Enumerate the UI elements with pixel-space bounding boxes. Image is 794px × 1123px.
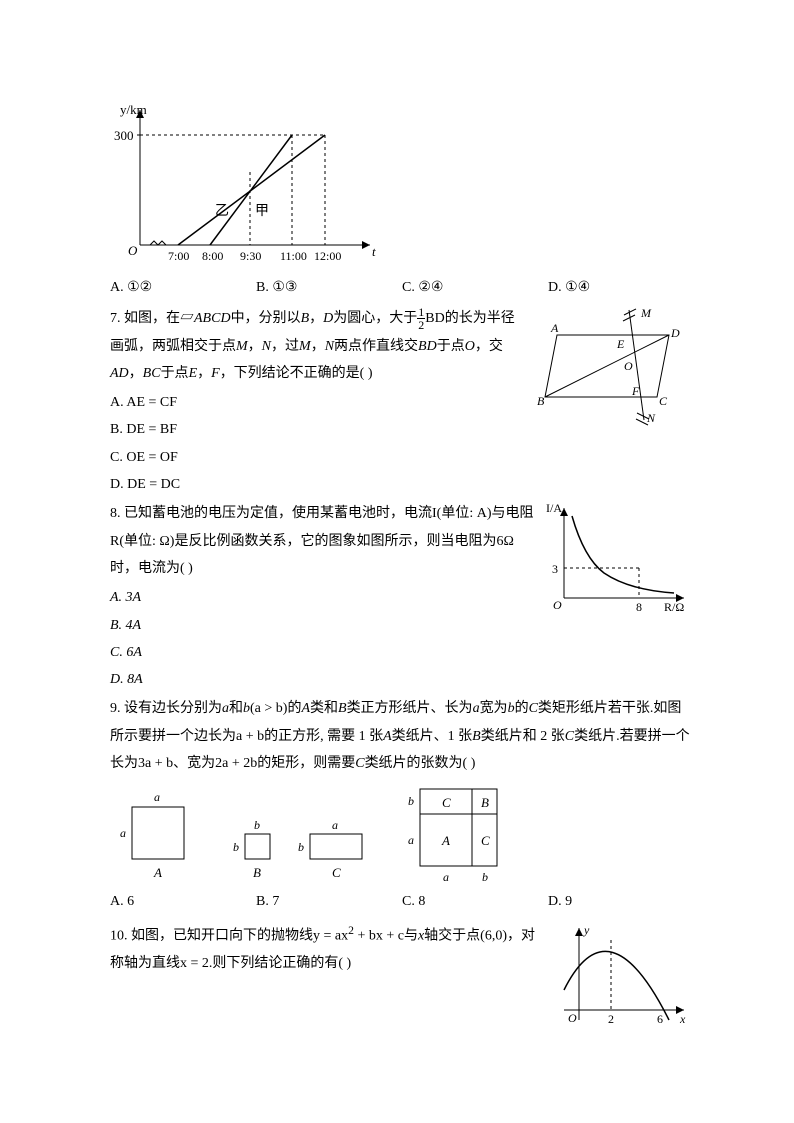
svg-text:b: b bbox=[233, 840, 239, 854]
q9-opt-c: C. 8 bbox=[402, 888, 548, 915]
q9-options: A. 6 B. 7 C. 8 D. 9 bbox=[110, 888, 694, 915]
svg-text:9:30: 9:30 bbox=[240, 249, 261, 263]
svg-text:C: C bbox=[332, 865, 341, 880]
q6-chart: 300 7:00 8:00 9:30 11:00 12:00 乙 甲 O y/k… bbox=[110, 100, 410, 270]
svg-text:D: D bbox=[670, 326, 680, 340]
q6-opt-b: B. ①③ bbox=[256, 274, 402, 301]
svg-text:C: C bbox=[481, 833, 490, 848]
q9-opt-b: B. 7 bbox=[256, 888, 402, 915]
svg-text:C: C bbox=[442, 795, 451, 810]
q8-opt-d: D. 8A bbox=[110, 666, 694, 693]
svg-text:B: B bbox=[481, 795, 489, 810]
svg-text:B: B bbox=[537, 394, 545, 408]
svg-text:3: 3 bbox=[552, 562, 558, 576]
q7-opt-d: D. DE = DC bbox=[110, 471, 694, 498]
svg-text:a: a bbox=[154, 790, 160, 804]
svg-text:b: b bbox=[254, 818, 260, 832]
svg-text:O: O bbox=[624, 359, 633, 373]
svg-text:I/A: I/A bbox=[546, 501, 562, 515]
svg-text:8: 8 bbox=[636, 600, 642, 614]
svg-text:300: 300 bbox=[114, 128, 134, 143]
svg-text:b: b bbox=[408, 794, 414, 808]
q6-opt-a: A. ①② bbox=[110, 274, 256, 301]
svg-text:2: 2 bbox=[608, 1012, 614, 1026]
svg-text:A: A bbox=[153, 865, 162, 880]
q9-opt-d: D. 9 bbox=[548, 888, 694, 915]
q10-chart: 2 6 O y x bbox=[554, 920, 694, 1030]
svg-text:b: b bbox=[298, 840, 304, 854]
q6-opt-c: C. ②④ bbox=[402, 274, 548, 301]
svg-text:a: a bbox=[443, 870, 449, 884]
svg-text:A: A bbox=[550, 321, 559, 335]
svg-text:O: O bbox=[128, 243, 138, 258]
svg-text:t: t bbox=[372, 244, 376, 259]
svg-text:12:00: 12:00 bbox=[314, 249, 341, 263]
svg-text:C: C bbox=[659, 394, 668, 408]
svg-text:6: 6 bbox=[657, 1012, 663, 1026]
q9-diagram: a a A b b B a b C C B A C b a a b bbox=[110, 779, 540, 884]
svg-text:a: a bbox=[408, 833, 414, 847]
q7-diagram: A D B C M N E F O bbox=[529, 305, 694, 430]
q9-text: 9. 设有边长分别为a和b(a > b)的A类和B类正方形纸片、长为a宽为b的C… bbox=[110, 695, 694, 777]
svg-text:O: O bbox=[553, 598, 562, 612]
svg-text:N: N bbox=[646, 411, 656, 425]
svg-text:B: B bbox=[253, 865, 261, 880]
svg-text:8:00: 8:00 bbox=[202, 249, 223, 263]
svg-text:a: a bbox=[120, 826, 126, 840]
svg-text:甲: 甲 bbox=[255, 204, 269, 219]
q8-opt-c: C. 6A bbox=[110, 639, 694, 666]
svg-text:乙: 乙 bbox=[215, 203, 229, 219]
svg-text:7:00: 7:00 bbox=[168, 249, 189, 263]
q6-opt-d: D. ①④ bbox=[548, 274, 694, 301]
svg-text:E: E bbox=[616, 337, 625, 351]
q6-options: A. ①② B. ①③ C. ②④ D. ①④ bbox=[110, 274, 694, 301]
svg-text:x: x bbox=[679, 1012, 686, 1026]
svg-text:A: A bbox=[441, 833, 450, 848]
svg-text:y: y bbox=[583, 923, 590, 937]
q8-chart: 3 8 O I/A R/Ω bbox=[544, 498, 694, 618]
svg-text:M: M bbox=[640, 306, 652, 320]
svg-text:O: O bbox=[568, 1011, 577, 1025]
q7-opt-c: C. OE = OF bbox=[110, 444, 694, 471]
svg-text:a: a bbox=[332, 818, 338, 832]
svg-text:R/Ω: R/Ω bbox=[664, 600, 684, 614]
svg-text:F: F bbox=[631, 384, 640, 398]
svg-text:b: b bbox=[482, 870, 488, 884]
svg-text:y/km: y/km bbox=[120, 102, 147, 117]
svg-text:11:00: 11:00 bbox=[280, 249, 307, 263]
q9-opt-a: A. 6 bbox=[110, 888, 256, 915]
